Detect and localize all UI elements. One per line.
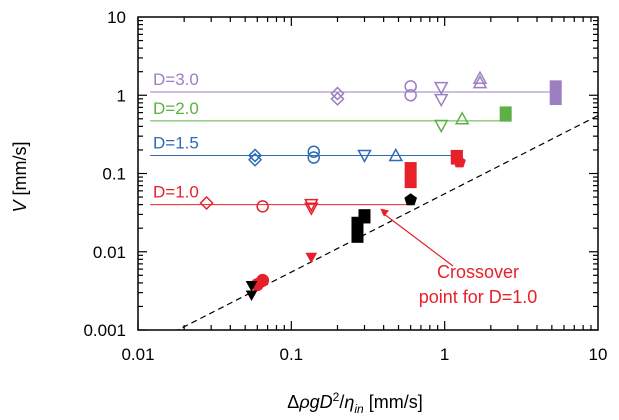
data-point [404,80,417,93]
data-point [549,80,562,106]
plot-frame [137,16,599,331]
data-point [433,119,449,134]
x-tick-label: 0.01 [121,345,154,364]
data-point [256,200,269,213]
annotation-text: point for D=1.0 [419,287,538,307]
data-point [330,91,345,106]
series-label: D=1.5 [153,133,199,152]
reference-line [176,115,598,330]
data-point [472,75,488,89]
data-point [330,86,345,101]
x-tick-label: 0.1 [280,345,304,364]
data-point [245,281,258,292]
annotation-arrow [381,212,454,267]
x-axis-label: ΔρgD2/ηin [mm/s] [287,390,422,416]
data-point [357,149,372,164]
series-layer [150,70,598,330]
data-point [245,290,258,302]
data-point [304,202,319,216]
data-point [454,111,470,125]
x-tick-label: 1 [440,345,449,364]
series-label: D=3.0 [153,70,199,89]
ticks [137,17,598,331]
data-point [304,198,319,213]
data-point [307,145,320,158]
data-point [247,148,263,163]
data-point [433,81,449,96]
data-point [433,93,449,108]
data-point [472,70,488,84]
y-tick-label: 0.1 [102,165,126,184]
labels: 0.01 0.1 1 10 0.001 0.01 0.1 1 10 D=3.0 D=2.0 D=1.5… [83,8,607,364]
annotation-arrowhead [380,208,389,217]
x-tick-label: 10 [589,345,608,364]
y-tick-label: 0.001 [83,321,126,340]
y-axis-label: V [mm/s] [10,141,30,212]
data-point [453,155,466,168]
data-point [404,89,417,102]
series-label: D=2.0 [153,99,199,118]
data-point [499,106,512,122]
axes-frame [137,16,599,331]
data-point [305,252,318,264]
annotation-text: Crossover [437,262,519,282]
y-tick-label: 0.01 [93,243,126,262]
y-tick-label: 10 [107,8,126,27]
data-point [358,209,371,224]
data-point [404,162,417,189]
data-point [388,147,404,162]
data-point [307,151,320,164]
data-point [199,195,214,211]
y-tick-label: 1 [117,86,126,105]
data-point [247,152,263,167]
series-label: D=1.0 [153,183,199,202]
data-point [404,193,417,206]
